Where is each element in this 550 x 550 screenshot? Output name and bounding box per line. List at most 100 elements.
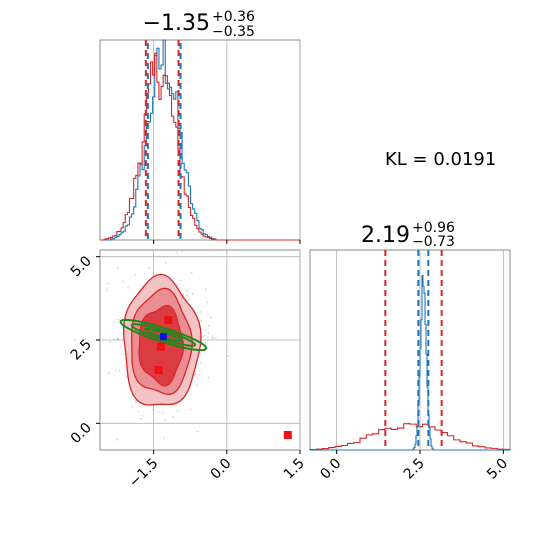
scatter-point: [204, 288, 207, 291]
scatter-point: [116, 438, 119, 441]
bottom-right-x-tick-label: 0.0: [317, 456, 344, 483]
scatter-point: [182, 293, 185, 296]
bottom-left-y-tick-label: 0.0: [68, 420, 95, 447]
scatter-point: [163, 418, 166, 421]
bottom-left-x-tick-label: −1.5: [126, 456, 161, 491]
scatter-point: [119, 345, 122, 348]
scatter-point: [207, 376, 210, 379]
scatter-point: [165, 262, 168, 264]
scatter-point-blue: [207, 336, 209, 339]
scatter-point: [116, 267, 119, 270]
bottom-right-title-sup: +0.96: [412, 220, 455, 236]
bottom-left-x-tick-label: 1.5: [281, 456, 308, 483]
green-contour-mid: [130, 323, 197, 347]
scatter-point: [137, 410, 140, 413]
scatter-point-blue: [211, 337, 214, 340]
bottom-left-x-tick-label: 0.0: [208, 456, 235, 483]
bottom-right-frame: [309, 249, 511, 451]
scatter-point: [207, 332, 210, 335]
scatter-point: [211, 335, 214, 338]
bottom-left-y-tick-label: 2.5: [68, 337, 95, 364]
scatter-point: [191, 293, 194, 295]
scatter-point: [112, 321, 115, 324]
scatter-point-blue: [113, 338, 116, 341]
scatter-point: [198, 373, 201, 376]
scatter-point: [180, 249, 183, 252]
scatter-point: [188, 299, 191, 301]
scatter-point: [107, 372, 110, 375]
scatter-point: [172, 416, 174, 419]
scatter-point: [118, 369, 121, 372]
red-square-marker: [154, 366, 163, 374]
scatter-point: [140, 285, 143, 288]
scatter-point: [200, 311, 202, 313]
scatter-point: [190, 271, 193, 274]
scatter-point: [207, 325, 210, 327]
red-square-marker: [164, 316, 173, 324]
scatter-point: [189, 408, 192, 411]
top-left-title-value: −1.35: [143, 11, 210, 36]
scatter-point: [163, 437, 166, 440]
green-contour-inner: [143, 327, 184, 343]
panel-bottom-left: −1.5 0.0 1.5 0.0 2.5 5.0: [68, 249, 308, 491]
bottom-right-x-tick-label: 2.5: [401, 456, 428, 483]
scatter-point: [122, 280, 125, 283]
scatter-point: [200, 320, 202, 323]
blue-square-marker: [159, 333, 167, 341]
scatter-point-blue: [74, 339, 77, 341]
scatter-point: [152, 408, 154, 411]
scatter-point: [176, 410, 179, 413]
scatter-point-blue: [204, 341, 207, 344]
scatter-point: [143, 272, 146, 275]
scatter-point: [114, 369, 117, 372]
scatter-point: [186, 290, 189, 292]
scatter-point: [122, 353, 124, 356]
scatter-point: [176, 251, 179, 254]
scatter-point: [117, 318, 120, 321]
scatter-point: [139, 417, 142, 420]
scatter-point: [203, 334, 206, 337]
scatter-point: [127, 286, 129, 289]
red-square-marker: [156, 342, 165, 351]
scatter-point-blue: [117, 338, 120, 341]
scatter-point: [206, 301, 209, 304]
panel-bottom-right: 0.0 2.5 5.0 2.19 +0.96 −0.73: [309, 220, 511, 483]
scatter-point-blue: [214, 337, 217, 339]
top-left-red-histogram: [100, 52, 300, 241]
scatter-point: [199, 351, 202, 354]
bottom-right-title-sub: −0.73: [412, 234, 455, 250]
scatter-point-blue: [109, 340, 112, 343]
bottom-right-x-tick-label: 5.0: [484, 456, 511, 483]
top-left-title-sup: +0.36: [212, 9, 255, 25]
scatter-point: [107, 282, 110, 285]
scatter-point: [195, 384, 198, 387]
scatter-point: [106, 288, 108, 291]
scatter-point: [203, 347, 206, 350]
scatter-point: [176, 283, 179, 286]
bottom-right-blue-histogram: [310, 274, 510, 451]
scatter-point: [141, 414, 144, 417]
scatter-point: [210, 316, 213, 319]
scatter-point: [194, 373, 196, 376]
green-contour-outer: [119, 318, 208, 352]
bottom-right-red-histogram: [309, 423, 511, 451]
bottom-left-y-tick-label: 5.0: [68, 253, 95, 280]
red-square-marker: [283, 431, 292, 439]
scatter-point: [134, 400, 137, 403]
scatter-point: [131, 405, 133, 408]
scatter-point: [134, 274, 137, 277]
kl-annotation: KL = 0.0191: [385, 149, 496, 170]
scatter-point: [199, 361, 202, 364]
top-left-title-sub: −0.35: [212, 24, 255, 40]
scatter-point: [196, 430, 199, 433]
scatter-point: [148, 267, 151, 270]
scatter-point: [158, 411, 161, 414]
scatter-point: [162, 412, 165, 415]
scatter-point: [227, 355, 229, 357]
scatter-point: [186, 294, 189, 296]
scatter-point: [194, 373, 197, 376]
scatter-point: [204, 329, 207, 331]
scatter-point: [179, 279, 182, 282]
scatter-point: [123, 363, 126, 366]
